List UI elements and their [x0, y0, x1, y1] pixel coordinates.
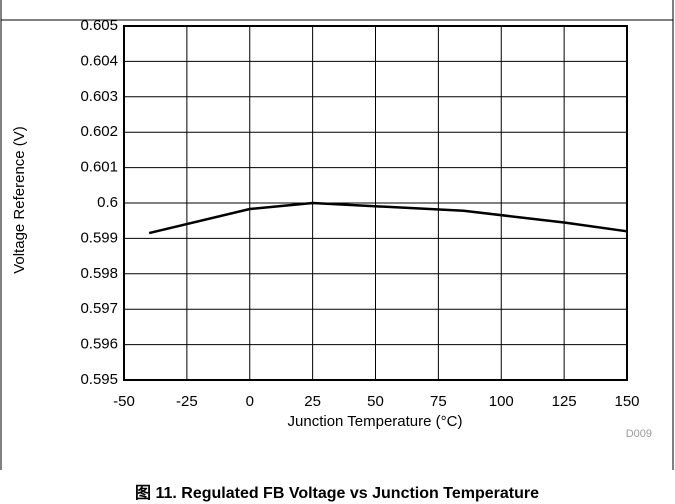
x-tick-label: 150 [614, 393, 639, 410]
data-line [148, 201, 628, 235]
x-tick-label: 25 [304, 393, 321, 410]
x-tick-label: -25 [176, 393, 198, 410]
y-tick-label: 0.598 [80, 265, 118, 282]
x-tick-label: -50 [113, 393, 135, 410]
y-tick-label: 0.605 [80, 17, 118, 34]
y-tick-label: 0.602 [80, 123, 118, 140]
x-tick-label: 0 [246, 393, 254, 410]
x-tick-label: 75 [430, 393, 447, 410]
plot-border [123, 25, 628, 381]
y-tick-label: 0.603 [80, 88, 118, 105]
caption: 图 11. Regulated FB Voltage vs Junction T… [135, 484, 539, 502]
figure-id: D009 [626, 428, 652, 440]
x-tick-label: 125 [552, 393, 577, 410]
y-tick-label: 0.601 [80, 159, 118, 176]
y-tick-label: 0.597 [80, 300, 118, 317]
x-axis-title: Junction Temperature (°C) [288, 413, 463, 430]
y-axis-title: Voltage Reference (V) [11, 126, 28, 274]
x-tick-label: 50 [367, 393, 384, 410]
y-tick-label: 0.604 [80, 52, 118, 69]
y-tick-label: 0.595 [80, 371, 118, 388]
y-tick-label: 0.599 [80, 229, 118, 246]
y-tick-label: 0.6 [97, 194, 118, 211]
x-tick-label: 100 [489, 393, 514, 410]
y-tick-label: 0.596 [80, 336, 118, 353]
